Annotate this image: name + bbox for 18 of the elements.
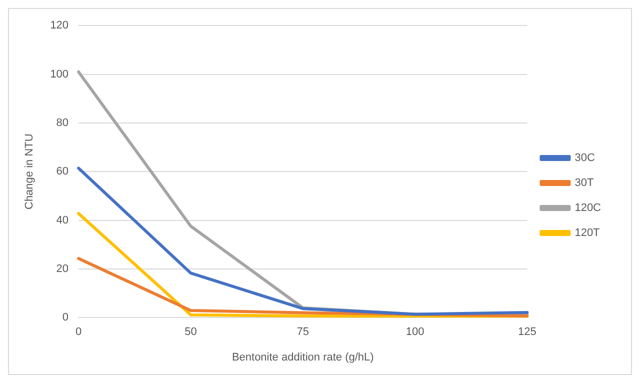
y-axis-title: Change in NTU — [24, 134, 36, 210]
x-tick-label: 50 — [184, 326, 197, 338]
legend-label: 30T — [574, 177, 594, 190]
x-axis-title: Bentonite addition rate (g/hL) — [232, 351, 374, 364]
y-tick-label: 40 — [56, 214, 69, 226]
x-tick-label: 100 — [406, 326, 424, 338]
x-tick-label: 75 — [296, 326, 310, 338]
y-tick-label: 80 — [56, 116, 69, 129]
x-tick-label: 0 — [75, 326, 82, 338]
y-tick-label: 100 — [50, 68, 69, 80]
y-tick-label: 0 — [62, 312, 69, 324]
y-tick-label: 120 — [50, 20, 69, 32]
legend-label: 120C — [574, 202, 602, 214]
x-tick-label: 125 — [518, 326, 536, 338]
y-tick-label: 60 — [56, 166, 69, 178]
legend-label: 120T — [574, 227, 600, 240]
legend-label: 30C — [574, 152, 595, 164]
y-tick-label: 20 — [56, 262, 69, 275]
